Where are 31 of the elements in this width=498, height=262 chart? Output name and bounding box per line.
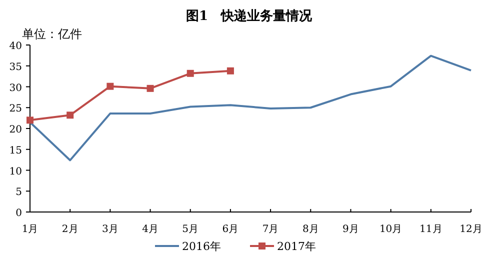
point	[146, 84, 154, 92]
x-tick-label: 11月	[420, 224, 442, 235]
x-tick-label: 5月	[182, 224, 199, 235]
y-tick-label: 30	[9, 82, 22, 94]
point	[106, 82, 114, 90]
legend-label: 2017年	[277, 240, 316, 253]
x-tick-label: 7月	[262, 224, 279, 235]
y-tick-label: 10	[9, 166, 22, 178]
y-tick-label: 40	[9, 41, 22, 52]
y-tick-label: 5	[16, 187, 22, 198]
y-axis-title: 单位：亿件	[22, 27, 82, 41]
y-tick-label: 20	[9, 124, 22, 136]
y-tick-label: 25	[9, 104, 22, 115]
x-tick-label: 8月	[302, 224, 319, 235]
y-tick-label: 0	[16, 208, 22, 219]
x-tick-label: 4月	[142, 224, 158, 235]
x-tick-label: 6月	[222, 224, 239, 235]
x-tick-label: 3月	[102, 224, 118, 235]
x-tick-label: 1月	[22, 224, 38, 235]
chart-title: 图1 快递业务量情况	[186, 8, 314, 24]
point	[226, 67, 234, 74]
x-tick-label: 12月	[460, 224, 482, 235]
x-tick-label: 2月	[62, 224, 78, 235]
y-tick-label: 15	[9, 145, 22, 156]
x-tick-label: 10月	[379, 224, 402, 235]
point	[66, 112, 74, 119]
point	[26, 116, 34, 124]
x-tick-label: 9月	[342, 224, 359, 235]
point	[186, 70, 194, 77]
y-tick-label: 35	[9, 62, 22, 73]
legend-label: 2016年	[182, 240, 221, 253]
